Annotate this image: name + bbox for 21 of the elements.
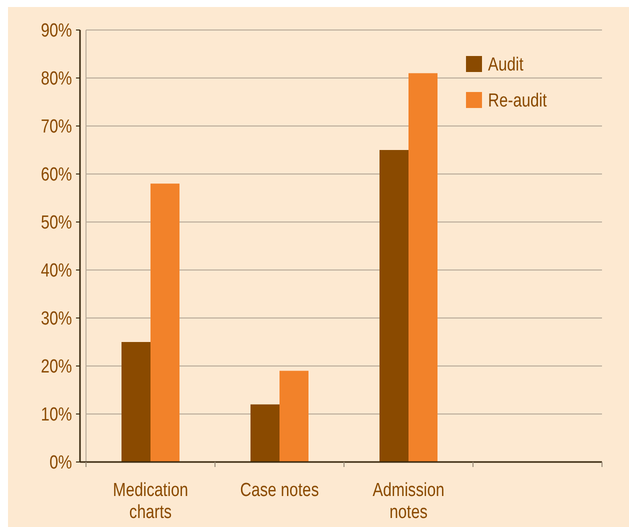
legend-label: Audit (488, 53, 524, 76)
y-tick-label: 30% (40, 307, 72, 330)
bar (408, 73, 438, 462)
y-tick-label: 40% (40, 259, 72, 282)
x-tick-label: Admission notes (372, 478, 444, 522)
y-tick-label: 50% (40, 211, 72, 234)
x-tick-label: Case notes (240, 478, 320, 500)
y-tick-label: 10% (40, 403, 72, 426)
bar (150, 184, 180, 462)
y-tick-label: 80% (40, 67, 72, 90)
bar (280, 370, 308, 462)
bar (122, 342, 150, 462)
bar (380, 150, 408, 462)
y-tick-label: 70% (40, 115, 72, 138)
y-tick-label: 20% (40, 355, 72, 378)
bar (250, 404, 280, 462)
x-tick-label: Medication charts (112, 478, 188, 522)
y-tick-label: 60% (40, 163, 72, 186)
y-tick-label: 90% (40, 19, 72, 42)
legend-label: Re-audit (488, 89, 547, 112)
y-tick-label: 0% (50, 451, 72, 474)
